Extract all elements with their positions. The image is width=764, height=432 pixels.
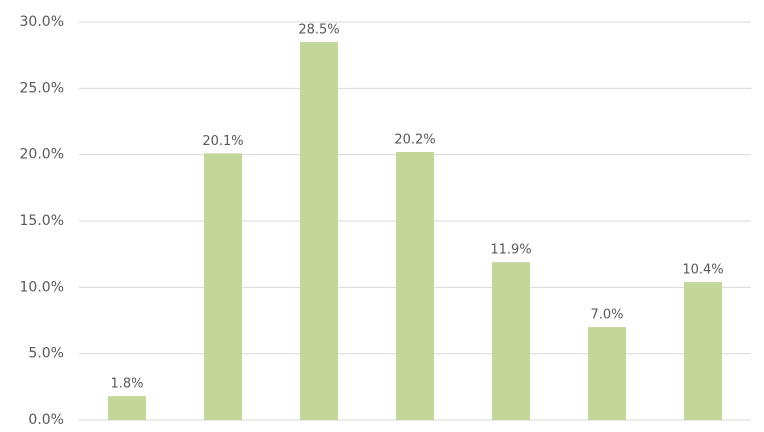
- bar: [588, 327, 626, 420]
- value-label: 1.8%: [110, 377, 143, 392]
- bar: [492, 262, 530, 420]
- y-tick-label: 30.0%: [20, 14, 64, 30]
- value-label: 7.0%: [590, 308, 623, 323]
- value-label: 10.4%: [682, 263, 723, 278]
- bar: [108, 396, 146, 420]
- y-tick-label: 5.0%: [28, 346, 64, 362]
- value-label: 11.9%: [490, 243, 531, 258]
- y-tick-label: 15.0%: [20, 213, 64, 229]
- y-tick-label: 20.0%: [20, 147, 64, 163]
- y-tick-label: 0.0%: [28, 412, 64, 428]
- value-label: 20.2%: [394, 133, 435, 148]
- y-tick-label: 25.0%: [20, 80, 64, 96]
- bar: [300, 41, 338, 421]
- bar: [684, 282, 722, 420]
- y-tick-label: 10.0%: [20, 279, 64, 295]
- value-label: 20.1%: [202, 134, 243, 149]
- value-label: 28.5%: [298, 22, 339, 37]
- bar: [204, 153, 242, 420]
- bar: [396, 152, 434, 420]
